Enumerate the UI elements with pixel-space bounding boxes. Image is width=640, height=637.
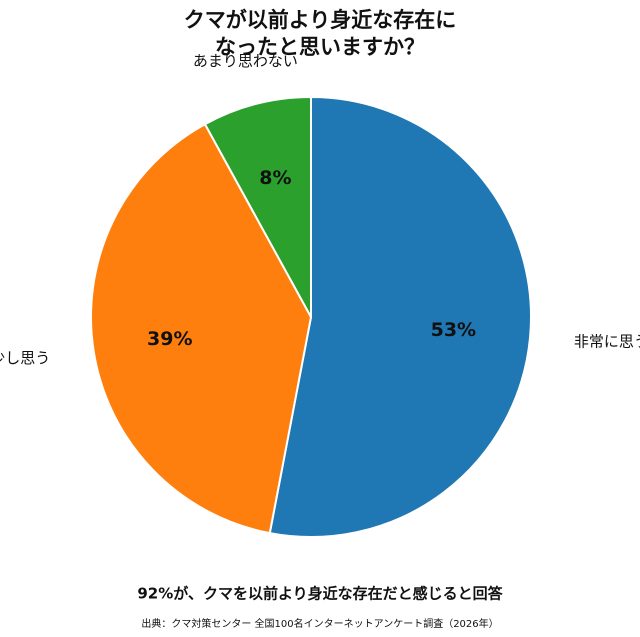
category-label: 非常に思う [574, 332, 640, 350]
pie-slice [268, 95, 532, 538]
summary: 92%が、クマを以前より身近な存在だと感じると回答 [137, 585, 503, 603]
value-label: 8% [259, 167, 291, 189]
pie-slice [203, 95, 312, 318]
value-label: 39% [147, 328, 192, 350]
category-label: 少し思う [0, 349, 50, 367]
pie-slice [90, 122, 313, 535]
category-label: あまり思わない [193, 52, 298, 70]
chart-title: クマが以前より身近な存在に [184, 8, 457, 32]
chart-title: なったと思いますか？ [215, 35, 425, 59]
value-label: 53% [431, 319, 476, 341]
source: 出典：クマ対策センター 全国100名インターネットアンケート調査（2026年） [141, 617, 498, 630]
